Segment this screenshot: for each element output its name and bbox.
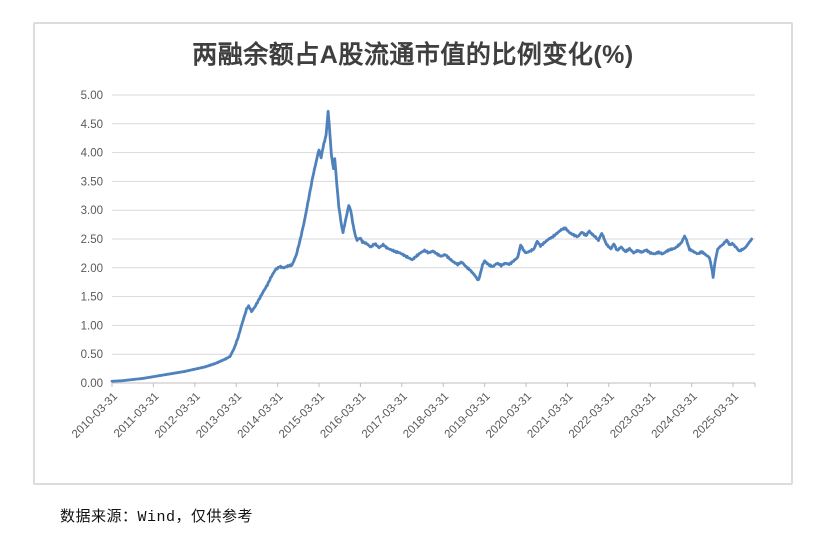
y-axis-tick-label: 1.50 xyxy=(81,292,103,304)
chart-area: 0.00 0.50 1.00 1.50 2.00 2.50 3.00 3.50 4.00 4.50… xyxy=(33,22,793,485)
y-axis-tick-label: 3.00 xyxy=(81,205,103,217)
y-axis-tick-label: 0.50 xyxy=(81,349,103,361)
y-axis-tick-label: 4.00 xyxy=(81,148,103,160)
y-axis-tick-label: 4.50 xyxy=(81,119,103,131)
chart-title: 两融余额占A股流通市值的比例变化(%) xyxy=(192,41,634,69)
y-axis-tick-label: 1.00 xyxy=(81,320,103,332)
y-axis-tick-label: 3.50 xyxy=(81,176,103,188)
y-axis-tick-label: 2.00 xyxy=(81,263,103,275)
data-source-note: 数据来源：Wind，仅供参考 xyxy=(60,509,254,526)
y-axis-tick-label: 0.00 xyxy=(81,378,103,390)
series-line xyxy=(110,109,754,383)
plot-area: 0.00 0.50 1.00 1.50 2.00 2.50 3.00 3.50 4.00 4.50… xyxy=(70,90,756,441)
y-axis-tick-label: 5.00 xyxy=(81,90,103,102)
y-axis-tick-label: 2.50 xyxy=(81,234,103,246)
